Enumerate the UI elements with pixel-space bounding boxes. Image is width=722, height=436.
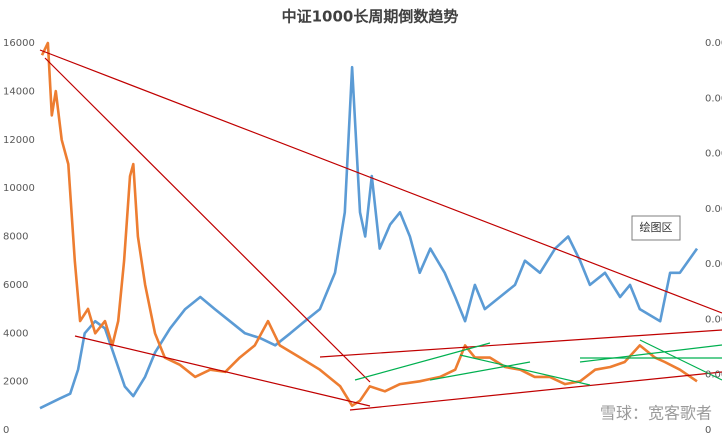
tooltip-box <box>631 215 681 241</box>
tooltip: 绘图区 <box>640 220 673 234</box>
y2-tick-label: 0.001 <box>705 370 722 381</box>
y-tick-label: 16000 <box>3 38 35 49</box>
y2-tick-label: 0 <box>705 425 711 436</box>
y2-tick-label: 0.003 <box>705 259 722 270</box>
y2-tick-label: 0.006 <box>705 93 722 104</box>
y2-tick-label: 0.005 <box>705 149 722 160</box>
y-tick-label: 2000 <box>3 377 28 388</box>
y2-tick-label: 0.004 <box>705 204 722 215</box>
series-line <box>40 41 698 407</box>
y-tick-label: 14000 <box>3 86 35 97</box>
y-tick-label: 10000 <box>3 183 35 194</box>
y-tick-label: 6000 <box>3 280 28 291</box>
y-tick-label: 8000 <box>3 232 28 243</box>
trend-lines <box>39 49 722 411</box>
watermark: 雪球：宽客歌者 <box>600 404 712 423</box>
chart-title: 中证1000长周期倒数趋势 <box>282 8 459 26</box>
series-line <box>39 65 699 410</box>
y-tick-label: 0 <box>3 425 9 436</box>
y-tick-label: 4000 <box>3 328 28 339</box>
y2-tick-label: 0.007 <box>705 38 722 49</box>
y2-tick-label: 0.002 <box>705 314 722 325</box>
y-tick-label: 12000 <box>3 135 35 146</box>
